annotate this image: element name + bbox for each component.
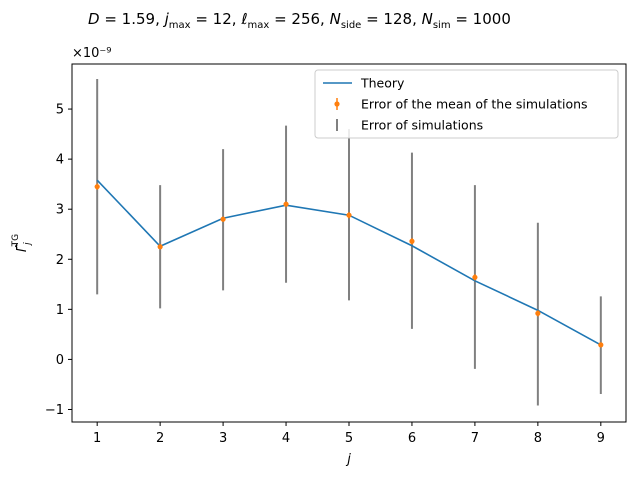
mean-point [598,342,604,348]
x-tick-label: 9 [597,431,605,446]
legend-sim-label: Error of simulations [361,118,483,133]
y-offset-label: ×10⁻⁹ [72,46,112,61]
y-tick-label: 1 [56,303,64,318]
mean-point [535,310,541,316]
x-axis-label: j [345,452,351,467]
y-tick-label: 0 [56,353,64,368]
mean-point [409,238,415,244]
x-tick-label: 6 [408,431,416,446]
y-tick-label: −1 [45,403,64,418]
mean-point [346,212,352,218]
x-tick-label: 5 [345,431,353,446]
mean-point [157,244,163,250]
x-tick-label: 3 [219,431,227,446]
legend-theory-label: Theory [360,76,405,91]
mean-point [220,216,226,222]
x-tick-label: 1 [93,431,101,446]
legend-mean-handle-point [334,101,340,107]
svg-text:D = 1.59, jmax = 12, ℓmax =: D = 1.59, jmax = 12, ℓmax = 256, Nside =… [88,10,511,31]
y-tick-label: 3 [56,203,64,218]
chart-title: D = 1.59, jmax = 12, ℓmax = 256, Nside =… [88,10,511,31]
x-tick-label: 2 [156,431,164,446]
y-axis-label: Γ̂jTG [11,234,33,252]
mean-point [94,184,100,190]
mean-point [472,274,478,280]
y-tick-label: 4 [56,153,64,168]
x-tick-label: 7 [471,431,479,446]
mean-point [283,201,289,207]
y-tick-label: 5 [56,103,64,118]
legend-mean-label: Error of the mean of the simulations [361,97,588,112]
y-tick-label: 2 [56,253,64,268]
x-tick-label: 8 [534,431,542,446]
legend-box [314,69,619,139]
x-tick-label: 4 [282,431,290,446]
